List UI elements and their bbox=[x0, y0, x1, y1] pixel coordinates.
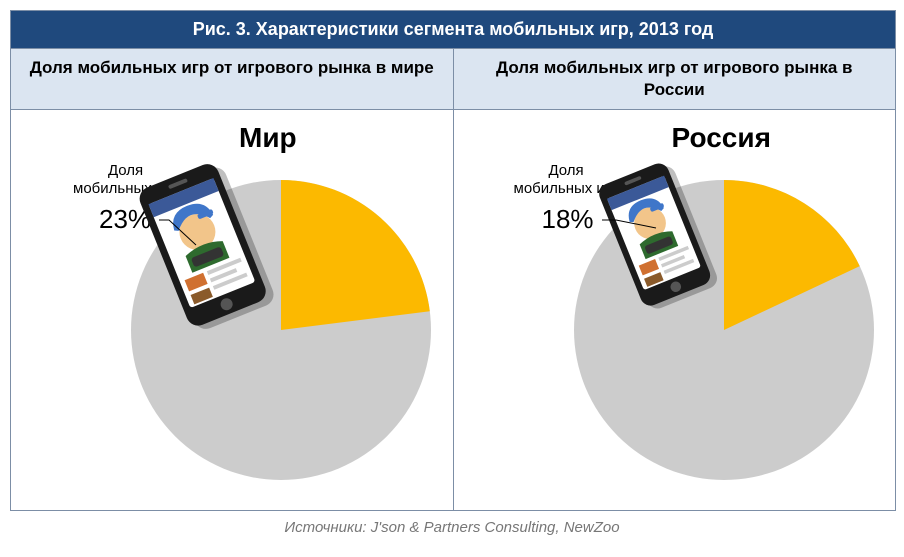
pie-chart-world bbox=[11, 110, 453, 510]
chart-cell-world: Мир Доля мобильных игр 23% bbox=[11, 110, 454, 510]
subheader-left: Доля мобильных игр от игрового рынка в м… bbox=[11, 49, 454, 109]
figure-container: Рис. 3. Характеристики сегмента мобильны… bbox=[10, 10, 896, 511]
source-attribution: Источники: J'son & Partners Consulting, … bbox=[10, 519, 894, 536]
chart-row: Мир Доля мобильных игр 23% bbox=[11, 109, 895, 510]
figure-title: Рис. 3. Характеристики сегмента мобильны… bbox=[11, 11, 895, 49]
chart-cell-russia: Россия Доля мобильных игр 18% bbox=[454, 110, 896, 510]
pie-chart-russia bbox=[454, 110, 896, 510]
subheader-row: Доля мобильных игр от игрового рынка в м… bbox=[11, 49, 895, 109]
subheader-right: Доля мобильных игр от игрового рынка в Р… bbox=[454, 49, 896, 109]
